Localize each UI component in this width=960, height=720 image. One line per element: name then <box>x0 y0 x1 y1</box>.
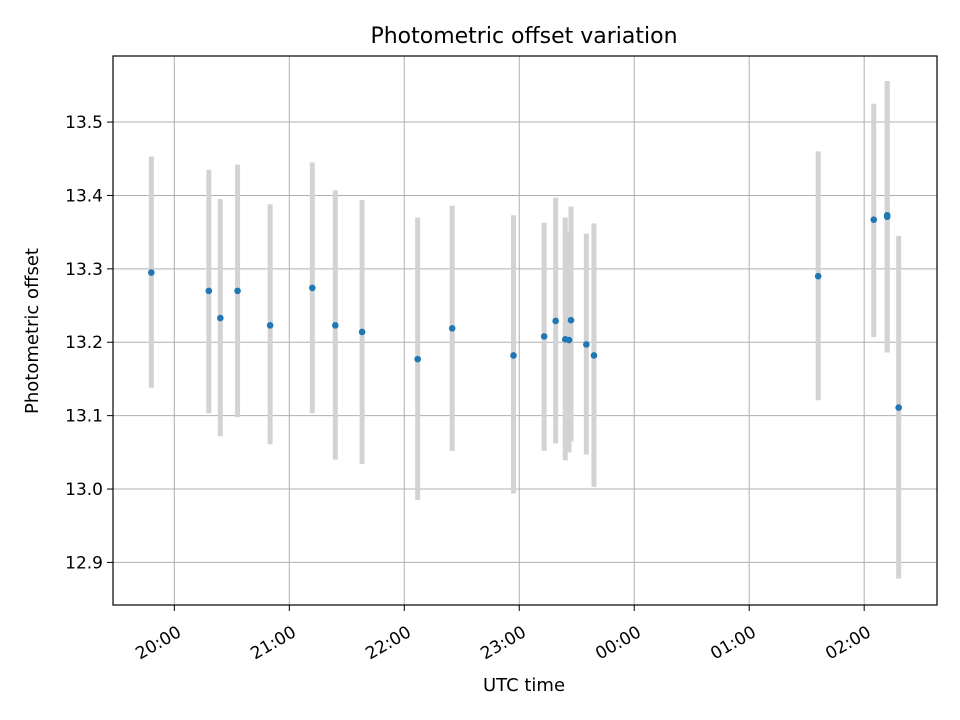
grid <box>113 56 937 605</box>
x-axis-ticks: 20:00 21:00 22:00 23:00 00:00 01:00 02:00 <box>132 605 875 664</box>
y-tick-label: 13.0 <box>65 480 103 500</box>
data-point <box>870 216 878 223</box>
data-point <box>148 269 155 276</box>
data-point <box>583 341 590 348</box>
errorbars <box>148 80 902 579</box>
data-point <box>540 333 548 340</box>
data-point <box>266 322 274 329</box>
plot-frame <box>112 55 938 606</box>
data-point <box>308 284 316 292</box>
x-tick-label: 01:00 <box>707 622 759 664</box>
y-tick-label: 13.1 <box>65 407 103 427</box>
x-axis-label: UTC time <box>483 675 565 696</box>
y-tick-label: 12.9 <box>65 553 103 573</box>
x-tick-label: 21:00 <box>247 622 299 664</box>
data-point <box>883 213 891 221</box>
x-tick-label: 23:00 <box>477 622 529 664</box>
data-point <box>567 316 575 324</box>
data-point <box>552 317 559 325</box>
data-point <box>358 328 366 336</box>
x-tick-label: 00:00 <box>592 622 644 664</box>
y-tick-label: 13.4 <box>65 186 103 206</box>
y-axis-ticks: 12.9 13.0 13.1 13.2 13.3 13.4 13.5 <box>65 113 113 573</box>
y-tick-label: 13.3 <box>65 260 103 280</box>
data-point <box>414 355 421 363</box>
data-point <box>448 324 456 332</box>
data-point <box>217 314 224 322</box>
chart-title: Photometric offset variation <box>370 24 677 49</box>
y-axis-label: Photometric offset <box>22 248 43 414</box>
data-point <box>510 352 517 359</box>
data-point <box>565 336 573 344</box>
x-tick-label: 20:00 <box>132 622 184 664</box>
data-points <box>148 211 902 411</box>
data-point <box>234 287 241 295</box>
y-tick-label: 13.5 <box>65 113 103 133</box>
data-point <box>895 404 902 411</box>
x-tick-label: 22:00 <box>362 622 414 664</box>
y-tick-label: 13.2 <box>65 333 103 353</box>
data-point <box>331 322 339 329</box>
data-point <box>590 352 598 359</box>
data-point <box>814 272 822 280</box>
data-point <box>205 287 213 295</box>
x-tick-label: 02:00 <box>822 622 874 664</box>
